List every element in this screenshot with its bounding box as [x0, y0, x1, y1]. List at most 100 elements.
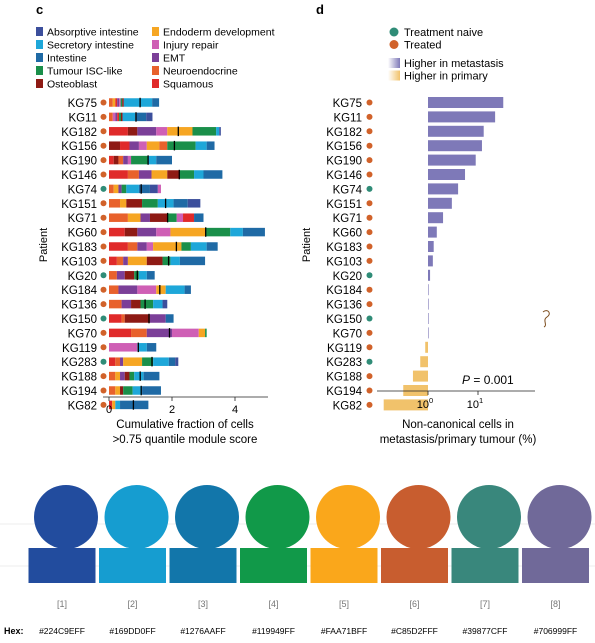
d-patient-label-KG190: KG190 [326, 156, 362, 168]
c-patient-label-KG60: KG60 [68, 228, 97, 240]
d-bar-KG146 [428, 169, 466, 180]
legend-label-8: Neuroendocrine [163, 66, 238, 78]
c-bar-KG136-seg-5 [162, 299, 168, 309]
d-bar-KG136 [428, 298, 429, 310]
c-bar-KG151-seg-1 [120, 199, 127, 208]
panel-d-chart: KG75 KG11 KG182 KG156 KG190 KG146 KG74 KG151 KG7… [326, 97, 504, 412]
legend-swatch-8 [152, 66, 159, 75]
swatch-hex-5: #FAA71BFF [321, 626, 367, 636]
c-bar-KG11-seg-1 [112, 112, 116, 122]
d-treatment-dot-KG20 [366, 272, 373, 279]
d-treatment-dot-KG184 [366, 286, 373, 293]
swatch-hex-4: #119949FF [252, 626, 295, 636]
c-bar-KG146-seg-6 [194, 170, 204, 179]
swatch-rect-5 [310, 548, 378, 583]
c-bar-KG151-seg-6 [187, 199, 201, 208]
d-treatment-dot-KG75 [366, 99, 373, 106]
legend-swatch-3 [36, 66, 43, 75]
c-bar-KG183-seg-2 [137, 242, 147, 251]
d-bar-KG103 [428, 255, 433, 267]
c-bar-KG184-seg-4 [165, 285, 185, 294]
c-bar-KG283-seg-0 [109, 357, 116, 366]
c-patient-label-KG11: KG11 [68, 112, 97, 124]
d-patient-label-KG150: KG150 [326, 314, 362, 326]
c-bar-KG146-seg-5 [179, 170, 195, 179]
d-bar-KG75 [428, 97, 504, 108]
d-treatment-dot-KG71 [366, 214, 373, 221]
c-bar-KG183-seg-6 [190, 242, 207, 251]
c-bar-KG71-seg-7 [194, 213, 204, 222]
c-bar-KG182-seg-5 [192, 127, 217, 136]
c-bar-KG182-seg-0 [109, 127, 128, 136]
d-treatment-dot-KG194 [366, 387, 373, 394]
c-bar-KG183-seg-1 [127, 242, 138, 251]
d-treatment-dot-KG283 [366, 358, 373, 365]
d-patient-label-KG146: KG146 [326, 170, 362, 182]
c-bar-KG136-seg-0 [109, 299, 122, 309]
c-patient-label-KG190: KG190 [61, 156, 97, 168]
panel-c-letter: c [36, 2, 43, 17]
d-patient-label-KG194: KG194 [326, 386, 362, 398]
c-patient-label-KG188: KG188 [61, 372, 97, 384]
d-legend-bar-label-1: Higher in primary [404, 71, 488, 83]
legend-swatch-0 [36, 27, 43, 36]
c-patient-label-KG151: KG151 [61, 199, 97, 211]
c-bar-KG156-seg-4 [146, 141, 160, 150]
c-bar-KG60-seg-7 [242, 227, 265, 237]
c-treatment-dot-KG150 [100, 315, 107, 322]
d-patient-label-KG20: KG20 [333, 271, 362, 283]
c-bar-KG156-seg-5 [159, 141, 168, 150]
d-patient-label-KG283: KG283 [326, 357, 362, 369]
c-bar-KG103-seg-1 [116, 256, 124, 266]
d-treatment-dot-KG150 [366, 315, 373, 322]
c-patient-label-KG183: KG183 [61, 242, 97, 254]
c-bar-KG20-seg-5 [146, 271, 155, 280]
c-bar-KG184-seg-2 [137, 285, 157, 294]
c-bar-KG156-seg-8 [206, 141, 215, 150]
panel-c-xlabel-line1: Cumulative fraction of cells [116, 419, 254, 431]
d-patient-label-KG103: KG103 [326, 256, 362, 268]
d-bar-KG151 [428, 197, 452, 209]
d-bar-KG150 [428, 313, 429, 324]
c-bar-KG71-seg-0 [109, 213, 128, 222]
d-treatment-dot-KG82 [366, 401, 373, 408]
c-bar-KG156-seg-3 [138, 141, 147, 150]
c-bar-KG71-seg-1 [127, 213, 141, 222]
c-bar-KG188-seg-6 [143, 371, 160, 381]
legend-label-0: Absorptive intestine [47, 27, 139, 39]
c-bar-KG156-seg-6 [167, 141, 196, 150]
c-bar-KG60-seg-2 [137, 227, 157, 237]
c-treatment-dot-KG119 [100, 344, 107, 351]
swatch-index-3: [3] [198, 599, 208, 609]
c-bar-KG190-seg-7 [156, 155, 172, 165]
c-patient-label-KG156: KG156 [61, 141, 97, 153]
c-treatment-dot-KG188 [100, 373, 107, 380]
swatch-hex-3: #1276AAFF [180, 626, 225, 636]
c-treatment-dot-KG82 [100, 401, 107, 408]
c-bar-KG194-seg-3 [123, 386, 133, 395]
swatch-hex-6: #C85D2FFF [391, 626, 438, 636]
d-bar-KG182 [428, 125, 484, 137]
legend-label-2: Intestine [47, 53, 87, 65]
c-bar-KG75-seg-3 [117, 98, 120, 107]
c-bar-KG75-seg-6 [122, 98, 124, 107]
d-treatment-dot-KG11 [366, 113, 373, 120]
c-x-tick-label-2: 4 [232, 404, 238, 416]
c-bar-KG71-seg-3 [149, 213, 168, 222]
c-bar-KG283-seg-5 [153, 357, 169, 366]
swatch-hex-1: #224C9EFF [39, 626, 85, 636]
panel-d-ylabel: Patient [301, 228, 313, 262]
c-bar-KG74-seg-0 [109, 184, 114, 194]
c-bar-KG194-seg-0 [109, 386, 116, 395]
d-legend-dot-0 [389, 27, 399, 37]
c-bar-KG190-seg-6 [148, 155, 157, 165]
c-bar-KG11-seg-0 [109, 112, 113, 122]
c-bar-KG156-seg-1 [120, 141, 130, 150]
c-patient-label-KG74: KG74 [68, 184, 98, 196]
c-patient-label-KG194: KG194 [61, 386, 97, 398]
legend-swatch-1 [36, 40, 43, 49]
d-treatment-dot-KG190 [366, 157, 373, 164]
c-treatment-dot-KG20 [100, 272, 107, 279]
legend-label-3: Tumour ISC-like [47, 66, 123, 78]
